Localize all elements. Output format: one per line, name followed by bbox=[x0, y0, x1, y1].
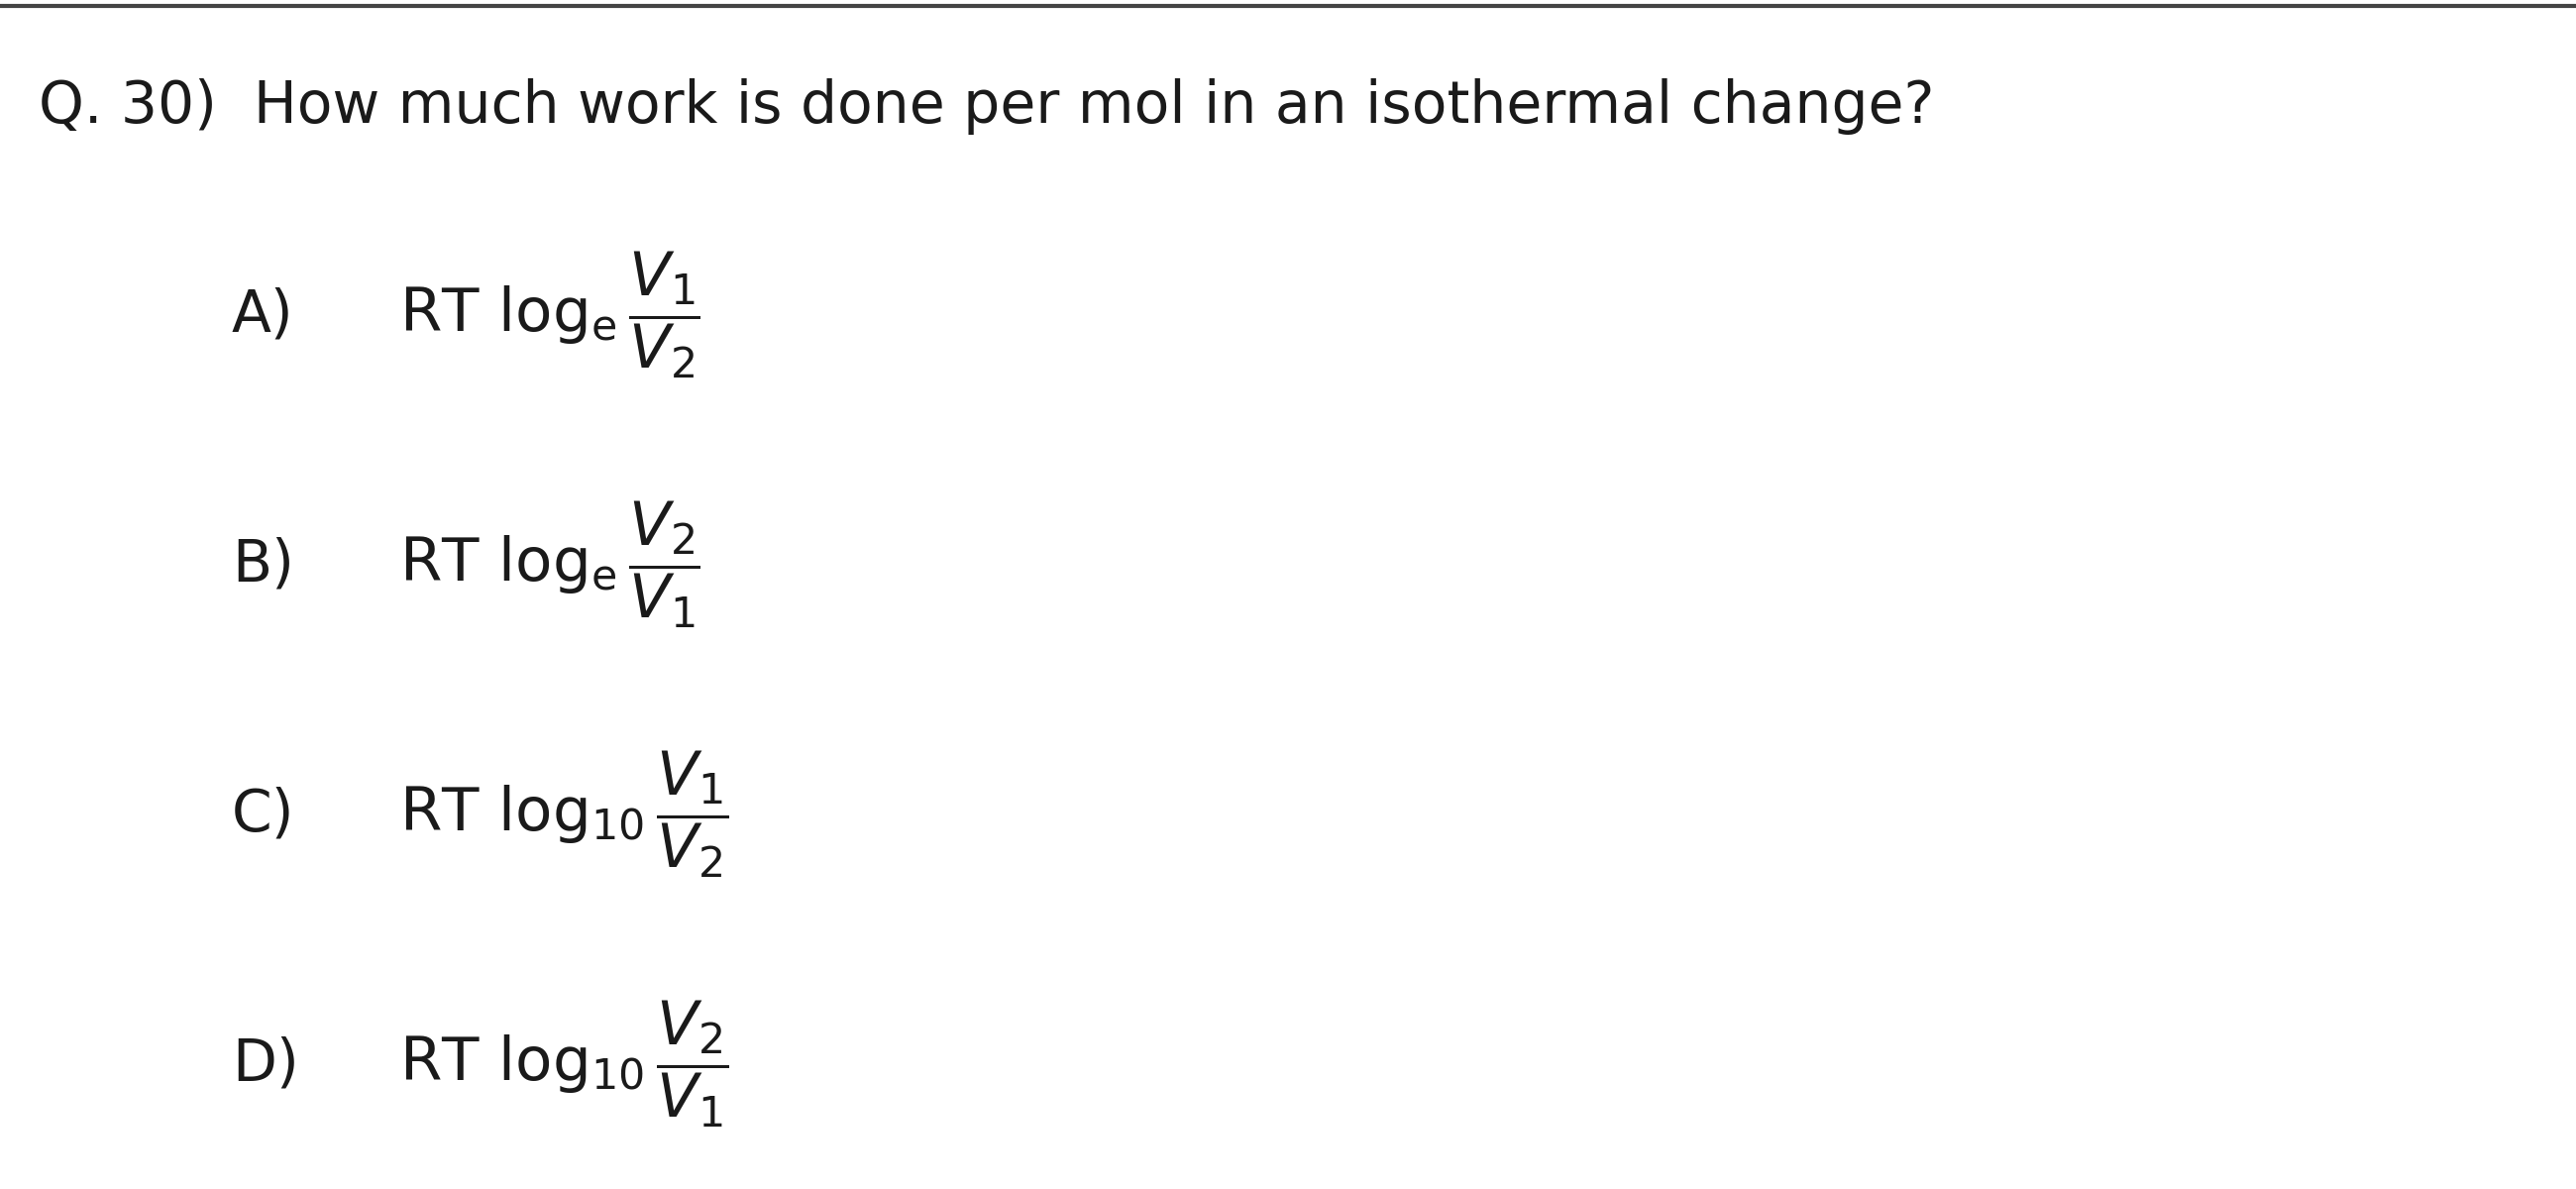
Text: B): B) bbox=[232, 536, 294, 593]
Text: C): C) bbox=[232, 786, 294, 843]
Text: $\mathrm{RT\ log_e}\,\dfrac{V_2}{V_1}$: $\mathrm{RT\ log_e}\,\dfrac{V_2}{V_1}$ bbox=[399, 499, 701, 630]
Text: D): D) bbox=[232, 1036, 299, 1093]
Text: $\mathrm{RT\ log_e}\,\dfrac{V_1}{V_2}$: $\mathrm{RT\ log_e}\,\dfrac{V_1}{V_2}$ bbox=[399, 250, 701, 380]
Text: $\mathrm{RT\ log_{10}}\,\dfrac{V_2}{V_1}$: $\mathrm{RT\ log_{10}}\,\dfrac{V_2}{V_1}… bbox=[399, 999, 729, 1130]
Text: A): A) bbox=[232, 287, 294, 344]
Text: $\mathrm{RT\ log_{10}}\,\dfrac{V_1}{V_2}$: $\mathrm{RT\ log_{10}}\,\dfrac{V_1}{V_2}… bbox=[399, 749, 729, 880]
Text: Q. 30)  How much work is done per mol in an isothermal change?: Q. 30) How much work is done per mol in … bbox=[39, 78, 1935, 136]
